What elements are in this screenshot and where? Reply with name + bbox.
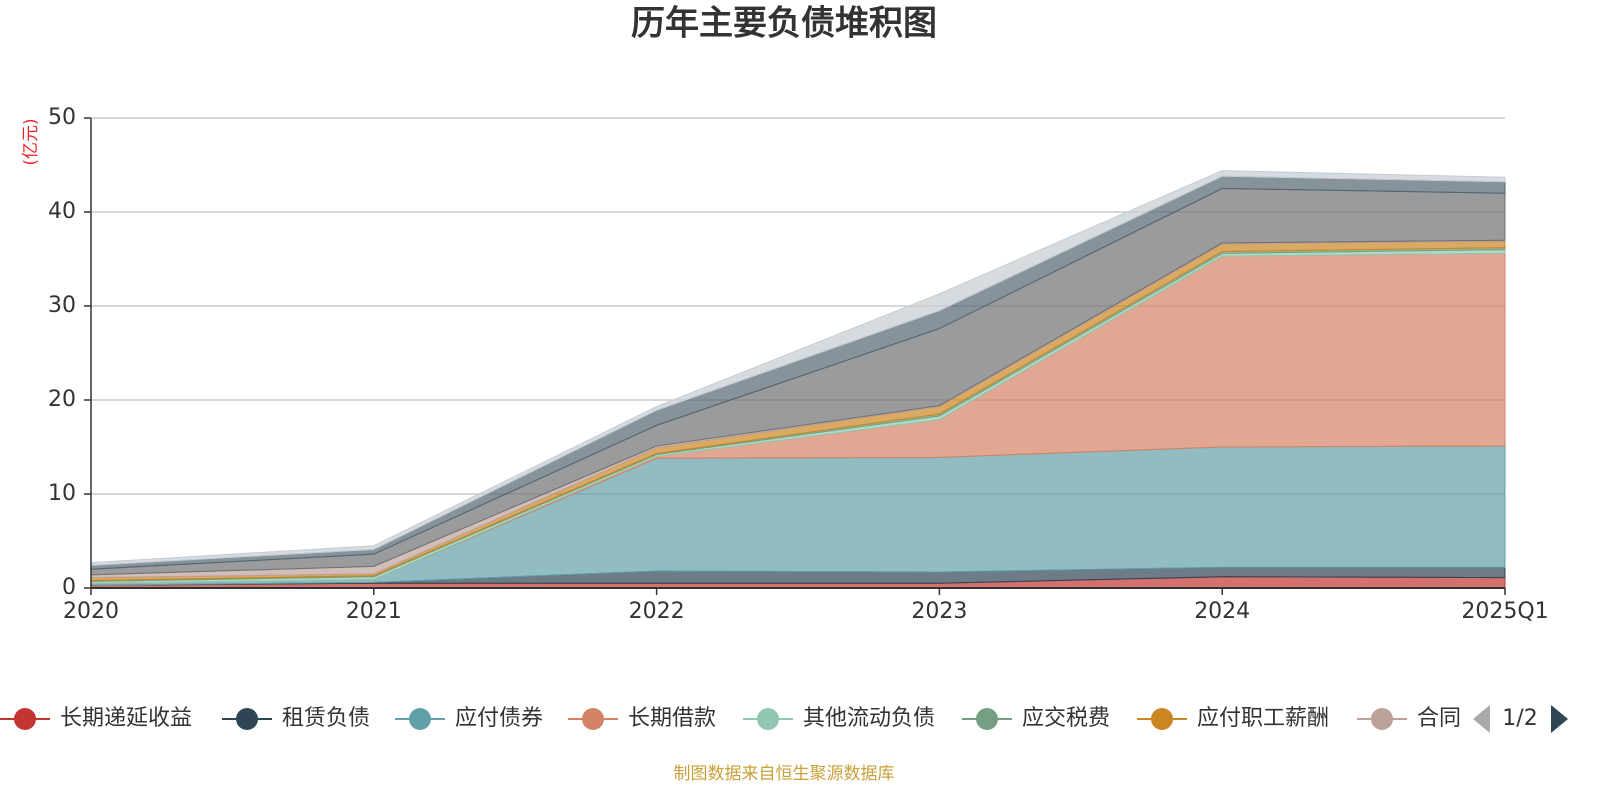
y-tick-label: 0 [62,575,76,600]
legend-next[interactable] [1551,705,1568,733]
legend-label: 应交税费 [1022,706,1110,731]
y-axis-label: (亿元) [21,118,41,165]
x-tick-label: 2025Q1 [1461,599,1548,624]
y-tick-label: 40 [48,199,76,224]
legend-marker [1371,708,1393,730]
area [90,170,1506,566]
x-tick-label: 2021 [346,599,402,624]
legend-prev[interactable] [1473,705,1490,733]
x-tick-label: 2023 [911,599,967,624]
legend-label: 租赁负债 [282,706,370,731]
legend-label: 长期借款 [628,706,716,731]
chart-title: 历年主要负债堆积图 [631,4,937,44]
legend-label: 长期递延收益 [60,706,192,731]
legend-label: 其他流动负债 [803,706,935,731]
legend-marker [236,708,258,730]
legend-label: 应付债券 [455,706,543,731]
legend-label: 合同负债 [1417,706,1505,731]
y-tick-label: 20 [48,387,76,412]
y-tick-label: 10 [48,481,76,506]
legend-marker [409,708,431,730]
y-tick-label: 50 [48,105,76,130]
x-tick-label: 2020 [63,599,119,624]
legend-marker [14,708,36,730]
legend-label: 应付职工薪酬 [1197,706,1329,731]
legend: 长期递延收益 租赁负债 应付债券 长期借款 其他流动负债 应交税费 应付职工薪酬 合同负债 [0,706,1505,731]
source-note: 制图数据来自恒生聚源数据库 [674,764,895,784]
legend-marker [1151,708,1173,730]
x-tick-label: 2022 [629,599,685,624]
x-tick-label: 2024 [1194,599,1250,624]
legend-page: 1/2 [1502,706,1537,731]
y-tick-label: 30 [48,293,76,318]
legend-marker [757,708,779,730]
legend-marker [582,708,604,730]
legend-marker [976,708,998,730]
